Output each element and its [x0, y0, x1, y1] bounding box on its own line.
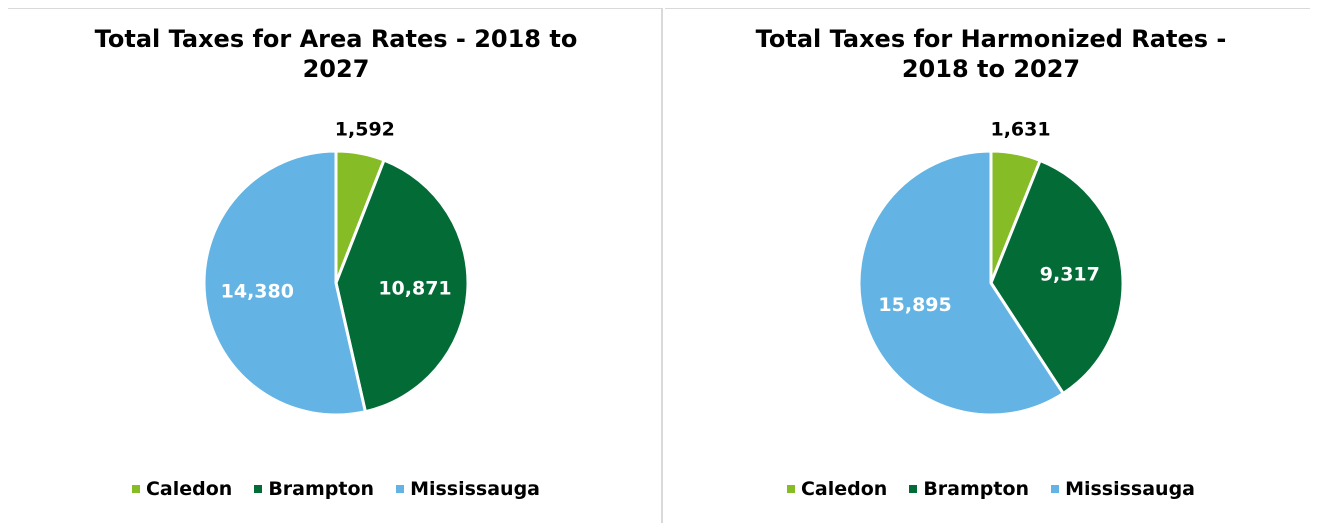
legend-marker [254, 485, 263, 493]
legend: Caledon Brampton Mississauga [36, 478, 636, 500]
pie-slice [857, 149, 1066, 417]
legend-marker [131, 485, 140, 493]
data-label: 1,592 [335, 118, 395, 140]
panel-right [665, 8, 1310, 523]
legend-item: Mississauga [1051, 478, 1195, 500]
data-label: 10,871 [378, 277, 451, 299]
legend-label: Caledon [800, 478, 888, 500]
legend-item: Caledon [786, 478, 888, 500]
data-label: 9,317 [1040, 264, 1100, 286]
legend-item: Caledon [131, 478, 233, 500]
pie-slice [989, 158, 1125, 396]
legend-marker [909, 485, 918, 493]
legend-label: Brampton [268, 478, 375, 500]
legend: Caledon Brampton Mississauga [691, 478, 1291, 500]
legend-item: Brampton [254, 478, 374, 500]
chart-title: Total Taxes for Harmonized Rates - 2018 … [755, 25, 1227, 83]
legend-marker [786, 485, 795, 493]
data-label: 14,380 [221, 280, 294, 302]
legend-item: Mississauga [396, 478, 540, 500]
legend-label: Brampton [923, 478, 1030, 500]
legend-marker [1051, 485, 1060, 493]
pie-slice [202, 149, 368, 417]
pie-slice [334, 158, 470, 414]
data-label: 15,895 [878, 294, 951, 316]
chart-title: Total Taxes for Area Rates - 2018 to 202… [94, 25, 578, 83]
legend-label: Caledon [145, 478, 233, 500]
panel-left [8, 8, 663, 523]
legend-label: Mississauga [410, 478, 541, 500]
legend-item: Brampton [909, 478, 1029, 500]
legend-marker [396, 485, 405, 493]
data-label: 1,631 [990, 119, 1050, 141]
legend-label: Mississauga [1065, 478, 1196, 500]
